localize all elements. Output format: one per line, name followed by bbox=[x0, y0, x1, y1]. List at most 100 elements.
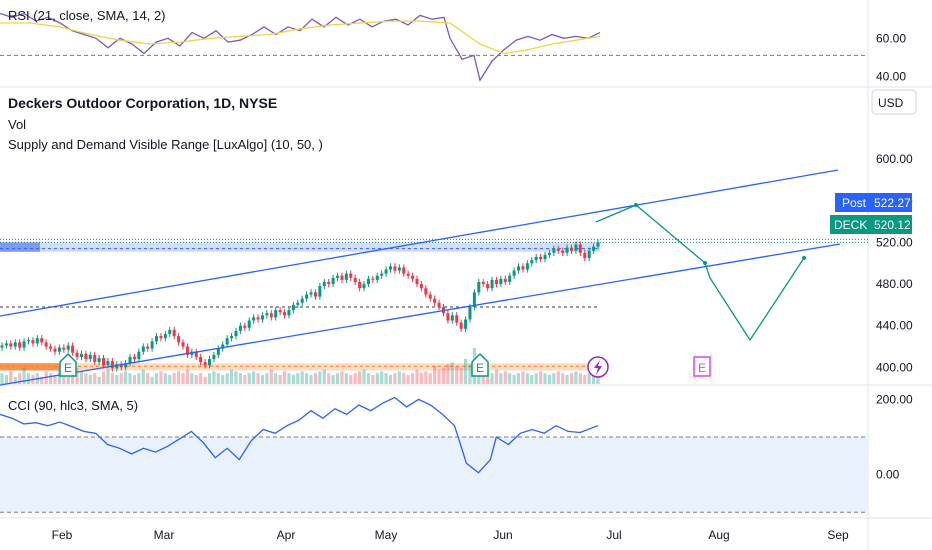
time-axis: Feb Mar Apr May Jun Jul Aug Sep bbox=[52, 528, 849, 542]
candle-body bbox=[22, 341, 26, 348]
candle-body bbox=[366, 278, 370, 285]
candle-body bbox=[419, 284, 423, 289]
volume-bar bbox=[194, 375, 198, 384]
candle-body bbox=[199, 356, 203, 363]
volume-bar bbox=[402, 373, 406, 384]
volume-bar bbox=[71, 373, 75, 384]
candle-body bbox=[552, 248, 556, 253]
candle-body bbox=[411, 275, 415, 279]
candle-body bbox=[146, 346, 150, 349]
volume-bar bbox=[260, 375, 265, 384]
volume-bar bbox=[349, 375, 353, 384]
volume-bar bbox=[185, 369, 190, 384]
volume-bar bbox=[419, 373, 424, 384]
candle-body bbox=[18, 342, 22, 348]
volume-bar bbox=[278, 375, 282, 384]
candle-body bbox=[35, 338, 39, 344]
volume-bar bbox=[441, 367, 446, 384]
candle-body bbox=[283, 312, 287, 316]
candle-body bbox=[380, 273, 384, 276]
demand-zone-profile bbox=[0, 363, 60, 371]
time-tick-label: Feb bbox=[52, 528, 73, 542]
volume-bar bbox=[327, 373, 331, 384]
candle-body bbox=[132, 356, 136, 360]
forecast-arrow-head bbox=[703, 261, 707, 265]
volume-bar bbox=[344, 373, 348, 384]
volume-bar bbox=[561, 373, 565, 384]
volume-bar bbox=[296, 373, 300, 384]
candle-body bbox=[499, 278, 503, 285]
rsi-tick-label: 60.00 bbox=[876, 31, 906, 45]
candle-body bbox=[212, 354, 216, 360]
candle-body bbox=[362, 284, 366, 289]
cci-series-line-0 bbox=[0, 396, 599, 474]
candle-body bbox=[44, 342, 48, 347]
volume-bar bbox=[176, 371, 181, 384]
candle-body bbox=[300, 298, 304, 303]
candle-body bbox=[375, 275, 379, 280]
volume-bar bbox=[552, 373, 556, 384]
time-tick-label: Mar bbox=[154, 528, 175, 542]
volume-bar bbox=[97, 376, 101, 384]
volume-bar bbox=[415, 369, 419, 384]
volume-bar bbox=[291, 375, 295, 384]
volume-bar bbox=[75, 367, 79, 384]
candle-body bbox=[393, 266, 397, 271]
candle-body bbox=[534, 257, 538, 261]
candle-body bbox=[340, 275, 344, 280]
volume-bar bbox=[410, 373, 415, 384]
cci-tick-label: 0.00 bbox=[876, 468, 900, 482]
volume-bar bbox=[265, 373, 269, 384]
candle-body bbox=[247, 320, 251, 328]
candle-body bbox=[446, 313, 450, 321]
candle-body bbox=[512, 270, 516, 276]
volume-bar bbox=[353, 373, 357, 384]
volume-bar bbox=[181, 373, 185, 384]
volume-bar bbox=[494, 369, 499, 384]
price-tick-label: 400.00 bbox=[876, 360, 913, 374]
candle-body bbox=[508, 275, 512, 282]
channel-upper-line bbox=[0, 169, 839, 317]
candle-body bbox=[31, 340, 35, 344]
volume-bar bbox=[88, 375, 92, 384]
candle-body bbox=[110, 361, 114, 369]
post-label: Post bbox=[842, 196, 867, 210]
candle-body bbox=[596, 242, 600, 247]
rsi-pane: 60.00 40.00 RSI (21, close, SMA, 14, 2) bbox=[0, 8, 906, 83]
volume-bar bbox=[340, 371, 344, 384]
volume-bar bbox=[512, 375, 516, 384]
candle-body bbox=[115, 364, 119, 369]
candle-body bbox=[494, 279, 498, 285]
candle-body bbox=[322, 281, 326, 287]
volume-bar bbox=[539, 371, 543, 384]
cci-tick-label: 200.00 bbox=[876, 392, 913, 406]
candle-body bbox=[252, 317, 256, 321]
volume-bar bbox=[53, 375, 57, 384]
indicator-supply-demand: Supply and Demand Visible Range [LuxAlgo… bbox=[8, 137, 323, 152]
candle-body bbox=[172, 329, 176, 337]
candle-body bbox=[389, 266, 393, 270]
candle-body bbox=[547, 252, 551, 255]
candle-body bbox=[26, 340, 30, 342]
candle-body bbox=[181, 342, 185, 347]
candle-body bbox=[274, 310, 278, 318]
volume-bar bbox=[40, 376, 44, 384]
volume-bar bbox=[18, 373, 22, 384]
volume-bar bbox=[375, 373, 379, 384]
candle-body bbox=[40, 338, 44, 343]
candle-body bbox=[13, 342, 17, 347]
candle-body bbox=[477, 281, 481, 293]
forecast-arrow-head bbox=[634, 203, 638, 207]
candle-body bbox=[269, 313, 273, 318]
time-tick-label: Jun bbox=[493, 528, 512, 542]
price-tick-label: 440.00 bbox=[876, 319, 913, 333]
currency-button[interactable]: USD bbox=[871, 89, 917, 115]
volume-bar bbox=[499, 373, 503, 384]
candle-body bbox=[79, 353, 83, 357]
volume-bar bbox=[128, 373, 132, 384]
volume-bar bbox=[433, 366, 437, 384]
volume-bar bbox=[13, 376, 17, 384]
volume-bar bbox=[229, 369, 234, 384]
